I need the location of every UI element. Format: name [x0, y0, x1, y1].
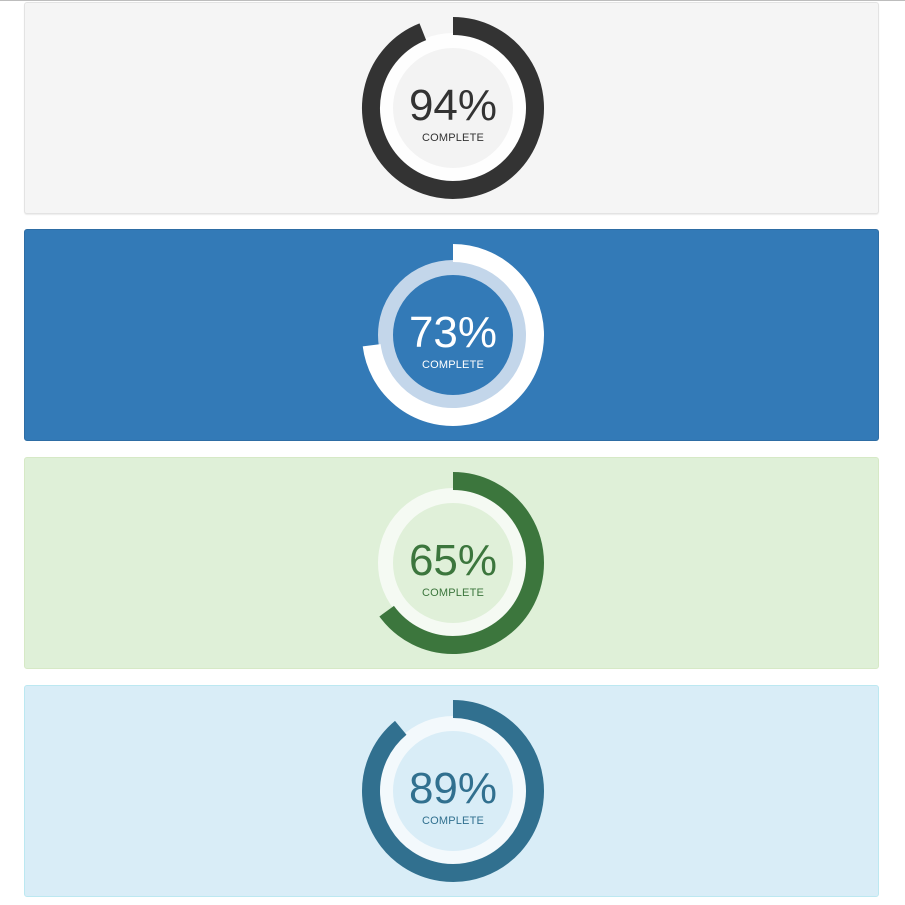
- progress-panel-info: 89% COMPLETE: [24, 685, 879, 897]
- progress-inner-disc: [393, 48, 513, 168]
- progress-arc: [362, 17, 544, 199]
- progress-arc: [379, 472, 544, 654]
- top-border-line: [0, 0, 905, 1]
- progress-inner-disc: [393, 503, 513, 623]
- progress-percent: 65%: [408, 536, 498, 585]
- progress-track: [378, 260, 528, 410]
- progress-ring: [362, 244, 544, 426]
- progress-panel-default: 94% COMPLETE: [24, 2, 879, 214]
- progress-inner-disc: [393, 731, 513, 851]
- circular-progress: 73% COMPLETE: [361, 243, 545, 427]
- progress-percent: 89%: [408, 764, 498, 813]
- circular-progress: 94% COMPLETE: [361, 16, 545, 200]
- progress-inner-disc: [393, 275, 513, 395]
- progress-caption: COMPLETE: [421, 132, 485, 144]
- progress-track: [378, 716, 528, 866]
- progress-arc: [362, 244, 544, 426]
- progress-track: [378, 33, 528, 183]
- progress-percent: 73%: [408, 308, 498, 357]
- progress-caption: COMPLETE: [421, 587, 485, 599]
- circular-progress: 65% COMPLETE: [361, 471, 545, 655]
- progress-arc: [362, 700, 544, 882]
- progress-track: [378, 488, 528, 638]
- progress-panel-success: 65% COMPLETE: [24, 457, 879, 669]
- progress-caption: COMPLETE: [421, 815, 485, 827]
- progress-panel-primary: 73% COMPLETE: [24, 229, 879, 441]
- progress-ring: [362, 700, 544, 882]
- circular-progress: 89% COMPLETE: [361, 699, 545, 883]
- progress-percent: 94%: [408, 81, 498, 130]
- progress-ring: [378, 472, 544, 654]
- progress-ring: [362, 17, 544, 199]
- progress-caption: COMPLETE: [421, 359, 485, 371]
